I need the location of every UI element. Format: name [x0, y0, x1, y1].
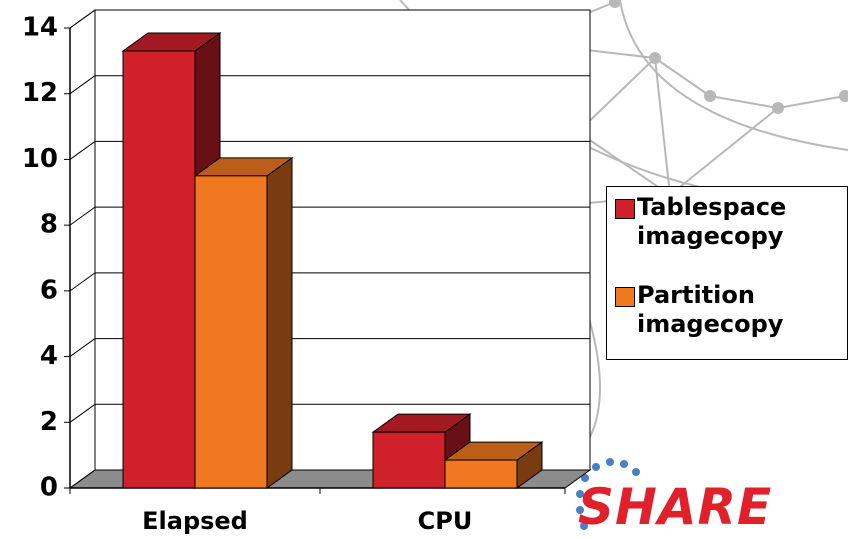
bar-side [267, 158, 292, 488]
x-tick-label: Elapsed [142, 507, 248, 535]
legend-swatch [615, 199, 635, 219]
grid-line [70, 273, 95, 291]
logo: SHARE [578, 478, 772, 536]
grid-line [70, 76, 95, 94]
legend-swatch [615, 287, 635, 307]
y-tick-label: 6 [40, 275, 58, 305]
bar [445, 460, 517, 488]
legend-label: Partition imagecopy [637, 281, 847, 339]
bar [195, 176, 267, 488]
grid-line [70, 10, 95, 28]
grid-line [70, 404, 95, 422]
legend: Tablespace imagecopy Partition imagecopy [606, 186, 848, 360]
y-tick-label: 0 [40, 473, 58, 503]
legend-label: Tablespace imagecopy [637, 193, 847, 251]
y-tick-label: 4 [40, 341, 58, 371]
page: 0 2 4 6 8 10 12 14 Elapsed CPU Tablespace imageco… [0, 0, 848, 539]
grid-line [70, 207, 95, 225]
y-tick-label: 12 [22, 78, 58, 108]
y-tick-label: 14 [22, 13, 58, 43]
y-tick-label: 2 [40, 407, 58, 437]
x-tick-label: CPU [418, 507, 473, 535]
grid-line [70, 339, 95, 357]
plot: 0 2 4 6 8 10 12 14 Elapsed CPU [22, 10, 590, 535]
y-tick-label: 8 [40, 210, 58, 240]
bar [373, 432, 445, 488]
y-tick-label: 10 [22, 144, 58, 174]
grid-line [70, 141, 95, 159]
bar [123, 51, 195, 488]
